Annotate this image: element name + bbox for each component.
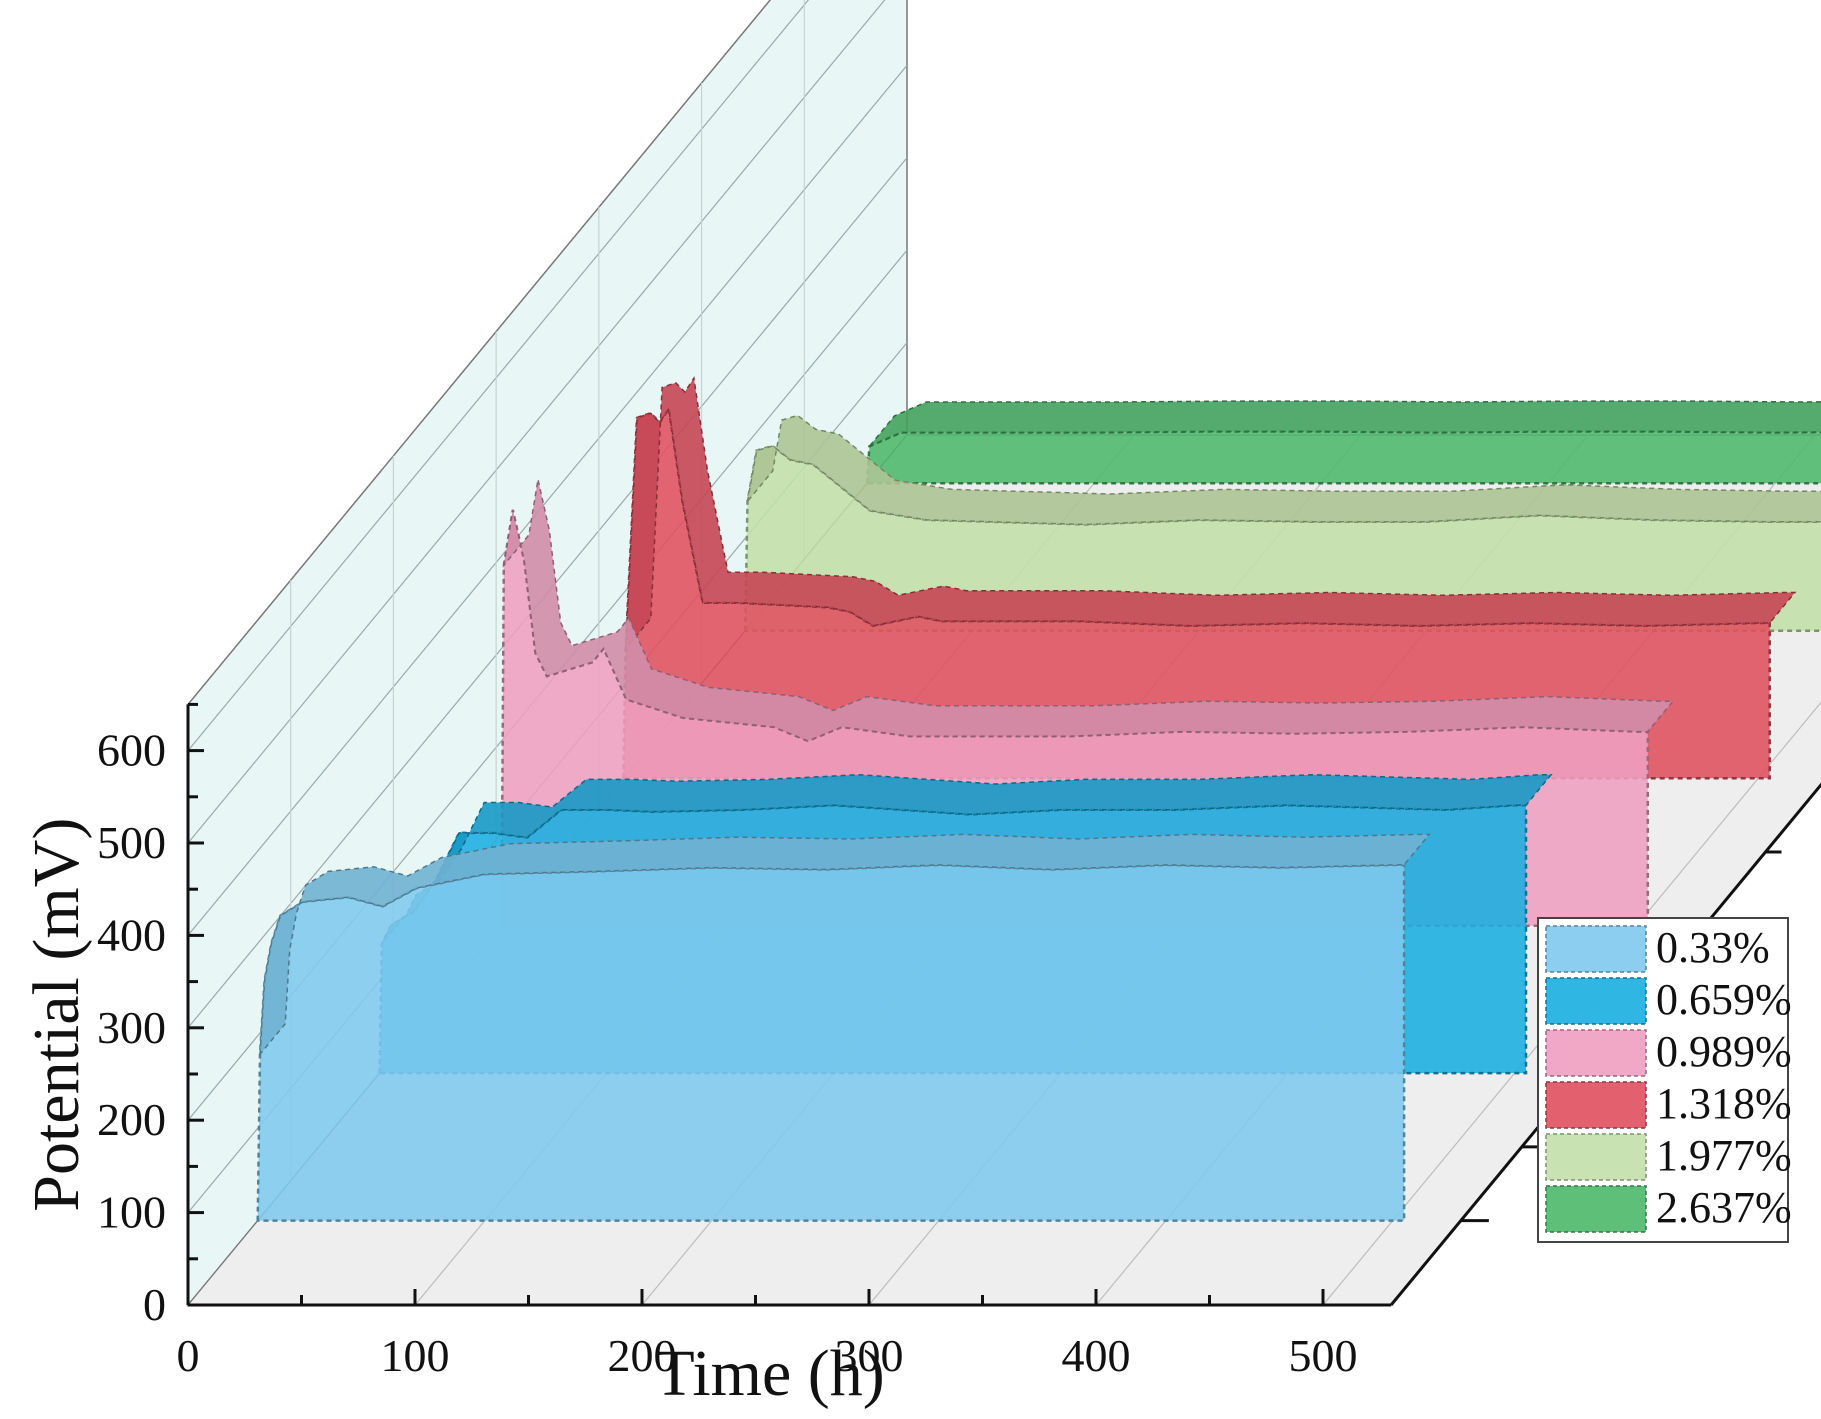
legend-swatch: [1545, 1081, 1647, 1129]
x-tick-label: 300: [835, 1330, 904, 1381]
z-tick-label: 600: [97, 725, 166, 776]
x-tick-label: 0: [177, 1330, 200, 1381]
z-tick-label: 500: [97, 817, 166, 868]
legend-label: 0.33%: [1656, 923, 1770, 972]
floor-gridline: [1322, 701, 1821, 1306]
legend-label: 0.989%: [1656, 1027, 1792, 1076]
series-top-band-0.33%: [259, 833, 1431, 1057]
series-area-2.637%: [865, 430, 1821, 485]
axes: 0 100 200 300 400 500 Time (h) 0 100 200 300 400 500…: [20, 702, 1821, 1410]
legend-swatch: [1545, 1185, 1647, 1233]
series-top-band-0.659%: [381, 773, 1553, 945]
x-axis-title: Time (h): [654, 1337, 884, 1410]
x-tick-label: 200: [608, 1330, 677, 1381]
legend-swatch: [1545, 1029, 1647, 1077]
z-tick-label: 0: [143, 1279, 166, 1330]
z-tick-label: 100: [97, 1187, 166, 1238]
series-top-band-0.989%: [502, 479, 1675, 742]
series-layer: [256, 376, 1821, 1222]
series-top-band-1.318%: [624, 376, 1797, 652]
legend-swatch: [1545, 925, 1647, 973]
wall-gridline: [187, 65, 908, 936]
legend: 0.33%0.659%0.989%1.318%1.977%2.637%: [1537, 917, 1792, 1243]
series-top-band-2.637%: [868, 400, 1821, 447]
legend-label: 1.977%: [1656, 1131, 1792, 1180]
wall-gridline: [187, 0, 810, 751]
legend-label: 1.318%: [1656, 1079, 1792, 1128]
depth-axis-line: [1389, 782, 1821, 1306]
x-tick-label: 100: [381, 1330, 450, 1381]
wall-gridline: [187, 0, 886, 844]
legend-label: 2.637%: [1656, 1183, 1792, 1232]
series-area-0.33%: [256, 863, 1406, 1222]
x-tick-label: 500: [1289, 1330, 1358, 1381]
series-top-band-1.977%: [746, 414, 1821, 526]
z-tick-label: 300: [97, 1002, 166, 1053]
legend-swatch: [1545, 1133, 1647, 1181]
legend-label: 0.659%: [1656, 975, 1792, 1024]
legend-swatch: [1545, 977, 1647, 1025]
z-tick-label: 400: [97, 909, 166, 960]
z-axis-title: Potential (mV): [20, 818, 93, 1212]
z-tick-label: 200: [97, 1094, 166, 1145]
x-tick-label: 400: [1062, 1330, 1131, 1381]
